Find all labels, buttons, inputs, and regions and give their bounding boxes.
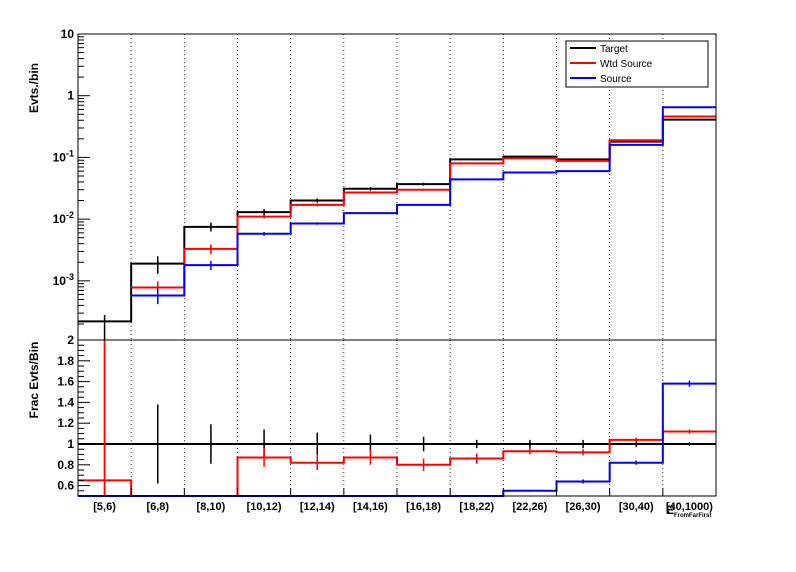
tick-base: 10 xyxy=(53,212,67,226)
bottom-y-tick-label: 1.8 xyxy=(57,354,74,368)
tick-exponent: -3 xyxy=(66,272,74,282)
x-category-label: [40,1000) xyxy=(666,501,713,513)
bottom-y-tick-label: 1.6 xyxy=(57,375,74,389)
legend-label-1: Wtd Source xyxy=(600,59,653,70)
top-y-tick-label: 10 xyxy=(61,27,75,41)
x-category-label: [8,10) xyxy=(197,501,226,513)
tick-exponent: -2 xyxy=(66,210,74,220)
top-y-tick-label: 10-2 xyxy=(53,210,74,226)
tick-base: 10 xyxy=(53,274,67,288)
x-category-label: [12,14) xyxy=(300,501,335,513)
x-category-label: [26,30) xyxy=(566,501,601,513)
x-category-label: [18,22) xyxy=(459,501,494,513)
x-category-label: [30,40) xyxy=(619,501,654,513)
bottom-frame xyxy=(77,339,717,497)
legend: Target Wtd Source Source xyxy=(565,40,709,88)
top-y-axis-title: Evts./bin xyxy=(27,63,41,113)
bottom-y-tick-label: 1 xyxy=(67,437,74,451)
x-category-label: [5,6) xyxy=(93,501,116,513)
top-y-tick-label: 10-1 xyxy=(53,148,74,164)
bottom-y-tick-label: 1.2 xyxy=(57,416,74,430)
bottom-y-axis-title: Frac Evts/Bin xyxy=(27,342,41,419)
x-category-label: [6,8) xyxy=(146,501,169,513)
bottom-y-tick-label: 0.8 xyxy=(57,458,74,472)
legend-label-2: Source xyxy=(600,74,632,85)
x-axis-title: EFromFarFirst xyxy=(666,503,711,519)
tick-base: 10 xyxy=(53,150,67,164)
top-series xyxy=(78,106,716,340)
x-category-label: [10,12) xyxy=(247,501,282,513)
bottom-y-tick-label: 1.4 xyxy=(57,395,74,409)
x-axis-title-main: E xyxy=(666,503,674,517)
tick-exponent: -1 xyxy=(66,148,74,158)
x-category-label: [16,18) xyxy=(406,501,441,513)
bottom-y-tick-label: 0.6 xyxy=(57,479,74,493)
bottom-x-axis: [5,6) [6,8) [8,10) [10,12) [12,14) [14,16) [16… xyxy=(93,488,713,513)
top-y-tick-label: 1 xyxy=(67,89,74,103)
bottom-y-tick-label: 2 xyxy=(67,333,74,347)
legend-label-0: Target xyxy=(600,44,628,55)
x-axis-title-sub: FromFarFirst xyxy=(674,513,711,519)
top-y-tick-label: 10-3 xyxy=(53,272,74,288)
x-category-label: [14,16) xyxy=(353,501,388,513)
x-category-label: [22,26) xyxy=(512,501,547,513)
bottom-pad: 0.6 0.8 1 1.2 1.4 1.6 1.8 2 [5,6) [6,8) [8,10) [10… xyxy=(27,333,717,519)
